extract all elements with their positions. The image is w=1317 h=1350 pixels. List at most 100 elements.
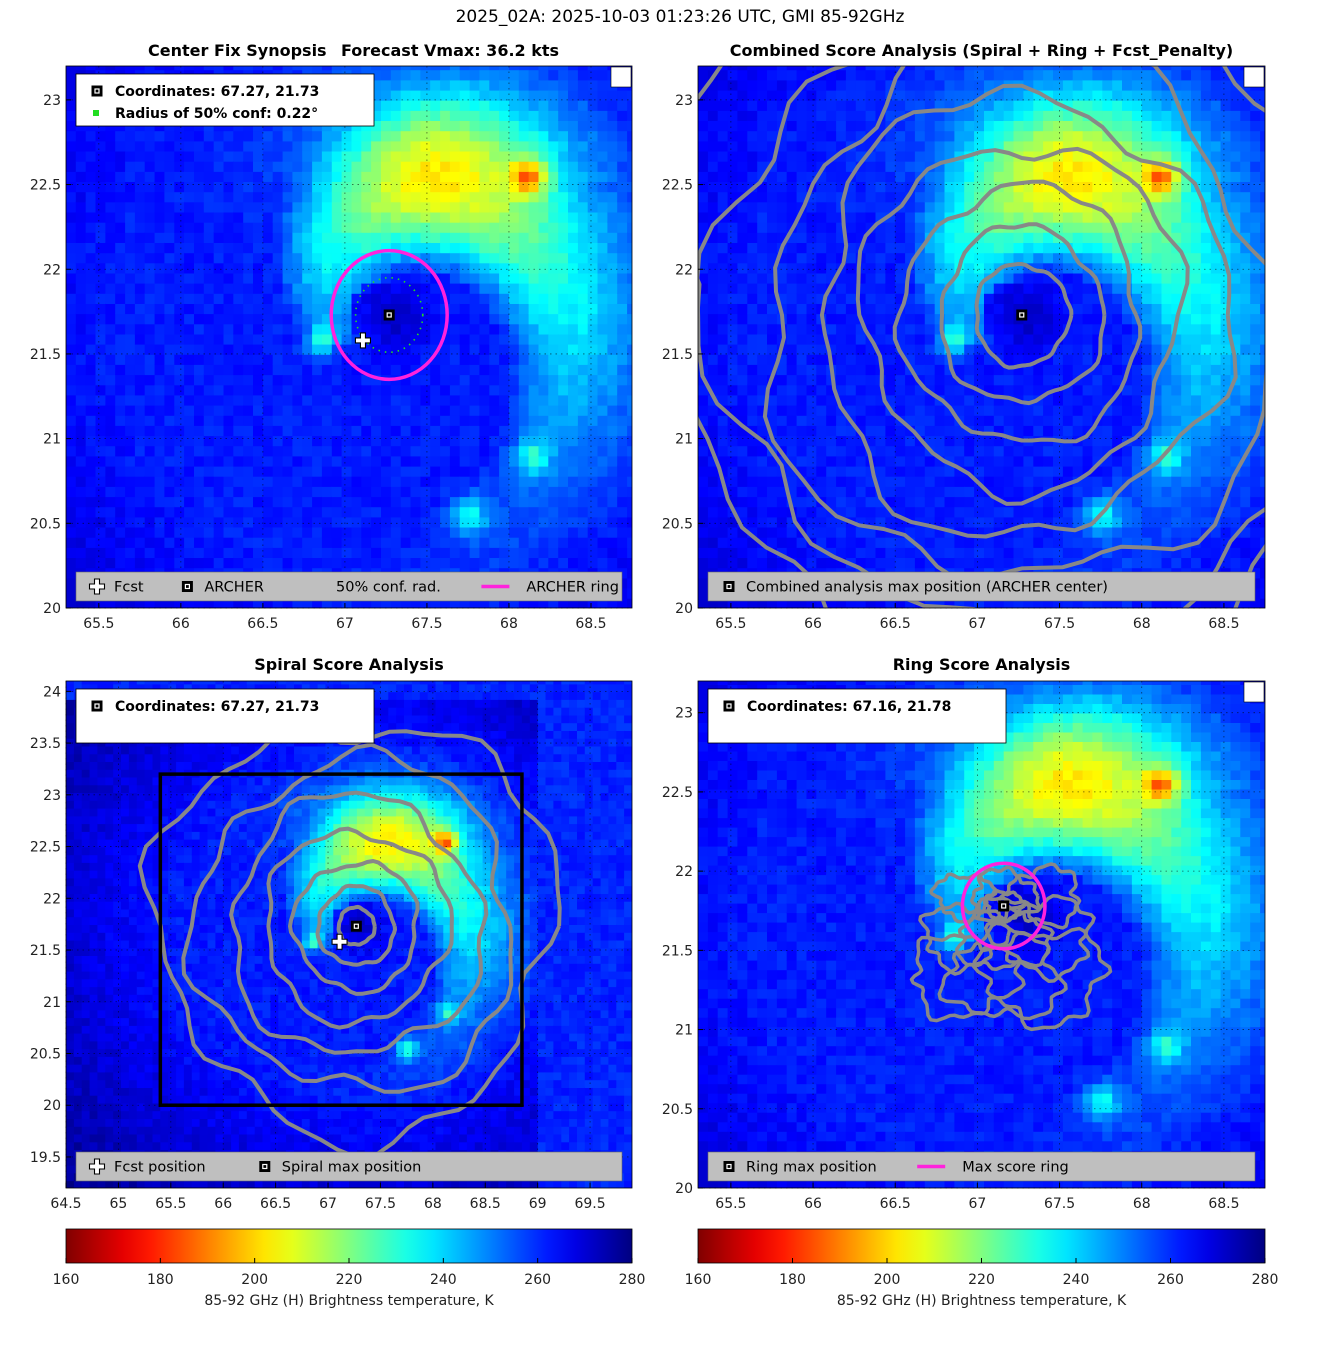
heatmap-cell: [993, 435, 1005, 447]
heatmap-cell: [174, 435, 185, 447]
heatmap-cell: [321, 353, 333, 365]
heatmap-cell: [410, 384, 422, 396]
heatmap-cell: [905, 211, 916, 223]
heatmap-cell: [885, 475, 897, 487]
heatmap-cell: [924, 252, 936, 264]
heatmap-cell: [223, 262, 235, 274]
heatmap-cell: [390, 150, 402, 162]
heatmap-cell: [627, 181, 632, 193]
heatmap-cell: [548, 333, 559, 345]
heatmap-cell: [767, 140, 778, 152]
heatmap-cell: [747, 394, 758, 406]
heatmap-cell: [964, 171, 975, 182]
heatmap-cell: [737, 557, 749, 569]
heatmap-cell: [489, 597, 500, 608]
heatmap-cell: [934, 333, 946, 345]
heatmap-cell: [361, 160, 372, 172]
heatmap-cell: [776, 140, 788, 152]
heatmap-cell: [924, 69, 936, 81]
heatmap-cell: [262, 171, 274, 182]
heatmap-cell: [341, 282, 353, 294]
heatmap-cell: [845, 455, 857, 467]
heatmap-cell: [361, 557, 372, 569]
heatmap-cell: [253, 394, 264, 406]
heatmap-cell: [597, 353, 609, 365]
heatmap-cell: [292, 181, 303, 193]
heatmap-cell: [518, 272, 530, 284]
heatmap-cell: [826, 130, 837, 142]
heatmap-cell: [587, 374, 599, 386]
heatmap-cell: [905, 486, 916, 498]
heatmap-cell: [420, 486, 431, 498]
heatmap-cell: [410, 272, 422, 284]
heatmap-cell: [548, 232, 559, 243]
heatmap-cell: [75, 343, 87, 355]
heatmap-cell: [914, 343, 926, 355]
heatmap-cell: [509, 252, 520, 264]
heatmap-cell: [855, 333, 867, 345]
heatmap-cell: [331, 414, 343, 426]
heatmap-cell: [607, 364, 618, 376]
heatmap-cell: [924, 465, 936, 477]
heatmap-cell: [627, 353, 632, 365]
heatmap-cell: [213, 475, 225, 487]
heatmap-cell: [1003, 323, 1015, 335]
heatmap-cell: [331, 597, 343, 608]
heatmap-cell: [796, 221, 808, 233]
heatmap-cell: [964, 526, 975, 538]
heatmap-cell: [895, 293, 906, 304]
heatmap-cell: [292, 232, 303, 243]
heatmap-cell: [430, 313, 441, 325]
heatmap-cell: [737, 394, 749, 406]
heatmap-cell: [548, 221, 559, 233]
heatmap-cell: [262, 414, 274, 426]
heatmap-cell: [747, 445, 758, 457]
heatmap-cell: [698, 313, 709, 325]
heatmap-cell: [885, 557, 897, 569]
heatmap-cell: [568, 557, 579, 569]
heatmap-cell: [627, 455, 632, 467]
heatmap-cell: [164, 547, 175, 558]
heatmap-cell: [390, 384, 402, 396]
heatmap-cell: [558, 465, 569, 477]
heatmap-cell: [66, 496, 77, 508]
heatmap-cell: [518, 445, 530, 457]
heatmap-cell: [400, 130, 412, 142]
heatmap-cell: [617, 404, 628, 416]
heatmap-cell: [577, 425, 589, 437]
heatmap-cell: [282, 526, 294, 538]
heatmap-cell: [993, 536, 1005, 548]
heatmap-cell: [597, 364, 609, 376]
heatmap-cell: [836, 536, 847, 548]
heatmap-cell: [518, 313, 530, 325]
heatmap-cell: [262, 272, 274, 284]
heatmap-cell: [66, 191, 77, 203]
heatmap-cell: [371, 313, 382, 325]
heatmap-cell: [371, 597, 382, 608]
heatmap-cell: [577, 374, 589, 386]
heatmap-cell: [66, 547, 77, 558]
heatmap-cell: [577, 181, 589, 193]
heatmap-cell: [806, 303, 818, 315]
heatmap-cell: [826, 79, 837, 91]
heatmap-cell: [174, 516, 185, 528]
heatmap-cell: [974, 374, 985, 386]
heatmap-cell: [617, 394, 628, 406]
heatmap-cell: [479, 313, 490, 325]
heatmap-cell: [924, 435, 936, 447]
heatmap-cell: [597, 201, 609, 213]
heatmap-cell: [895, 475, 906, 487]
heatmap-cell: [95, 353, 107, 365]
heatmap-cell: [233, 496, 244, 508]
heatmap-cell: [144, 435, 156, 447]
heatmap-cell: [727, 496, 739, 508]
heatmap-cell: [262, 425, 274, 437]
heatmap-cell: [944, 272, 956, 284]
heatmap-cell: [627, 262, 632, 274]
heatmap-cell: [390, 69, 402, 81]
heatmap-cell: [895, 252, 906, 264]
heatmap-cell: [144, 242, 156, 254]
heatmap-cell: [558, 211, 569, 223]
heatmap-cell: [262, 475, 274, 487]
heatmap-cell: [993, 150, 1005, 162]
